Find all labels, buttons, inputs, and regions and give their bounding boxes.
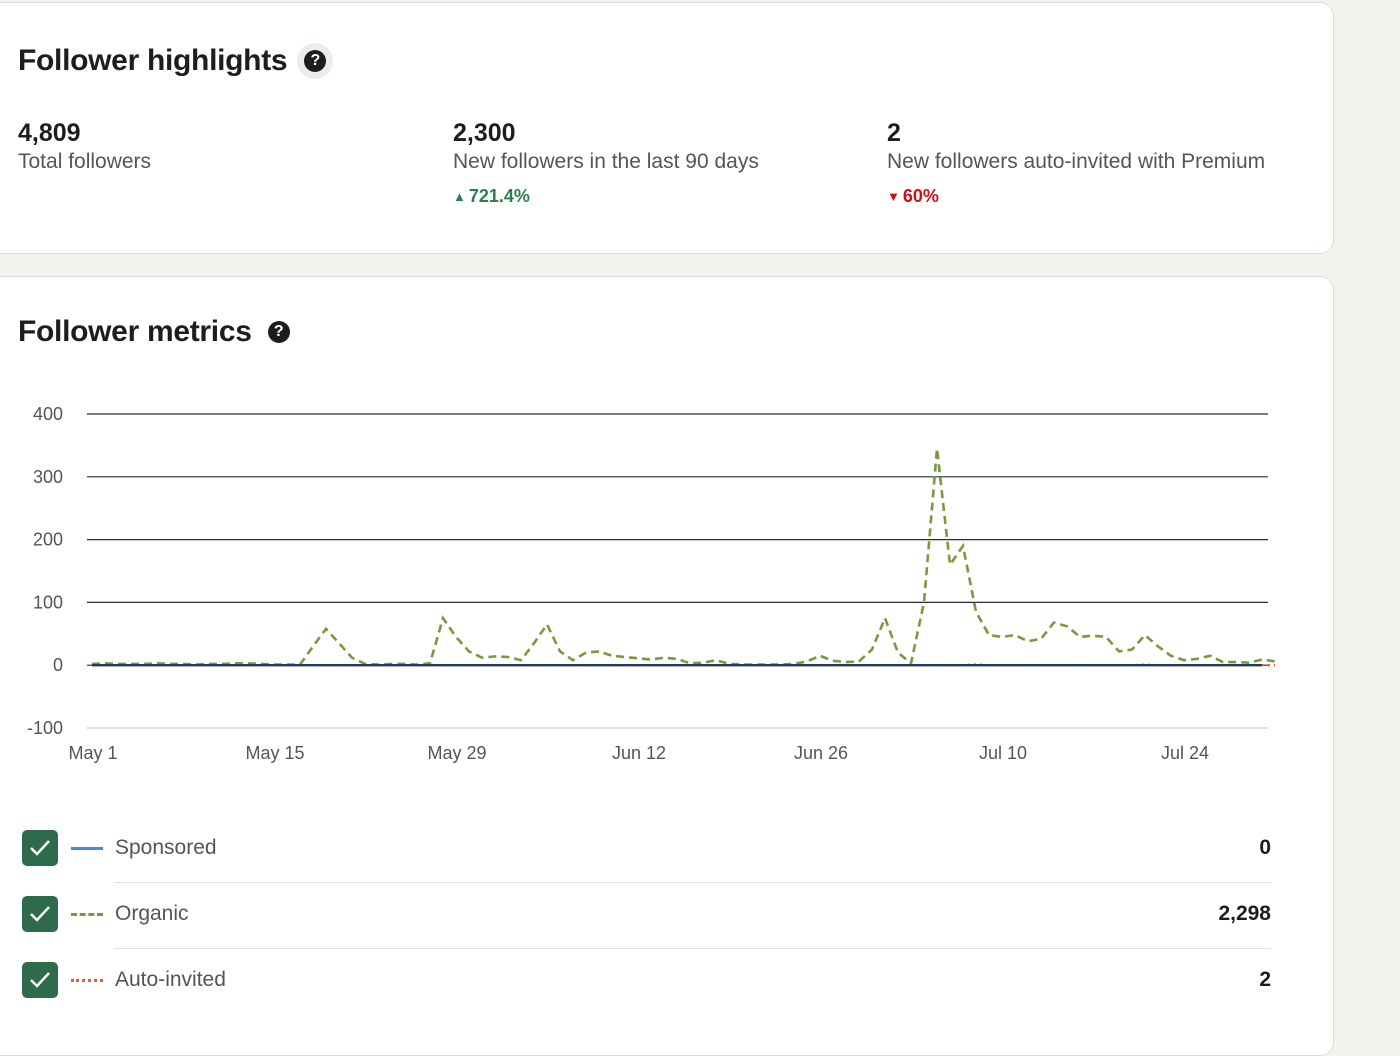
x-tick-label: Jul 10 [979,743,1027,763]
legend-label: Auto-invited [115,968,226,991]
stat-change-value: 60% [902,186,939,206]
x-tick-label: May 29 [427,743,486,763]
x-tick-label: Jun 12 [612,743,666,763]
stat-auto-invited: 2 New followers auto-invited with Premiu… [887,118,1265,207]
question-circle-icon: ? [267,321,290,343]
stat-value: 2,300 [453,119,516,147]
legend-row-sponsored[interactable]: Sponsored 0 [22,816,1271,880]
y-tick-label: 200 [33,530,63,550]
follower-metrics-chart: 400 300 200 100 0 -100 May 1 May 15 May 29 Jun 1… [27,404,1276,763]
legend-value: 0 [1259,836,1271,859]
follower-highlights-heading: Follower highlights ? [18,43,334,79]
checkmark-icon [30,840,50,856]
legend-row-auto-invited[interactable]: Auto-invited 2 [22,948,1271,1012]
stat-value: 4,809 [18,119,81,147]
stat-label: Total followers [18,150,152,173]
stat-change-value: 721.4% [468,186,530,206]
stat-change-up: ▲ 721.4% [453,186,759,207]
legend-value: 2,298 [1218,902,1271,925]
follower-highlights-help-button[interactable]: ? [297,43,334,79]
legend-checkbox-auto-invited[interactable] [22,962,58,998]
y-tick-label: 400 [33,404,63,424]
series-line-organic [91,448,1276,666]
legend-checkbox-organic[interactable] [22,896,58,932]
y-tick-label: 300 [33,467,63,487]
legend-label: Organic [115,902,189,925]
y-tick-label: -100 [27,718,63,738]
legend-label: Sponsored [115,836,217,859]
legend-value: 2 [1259,968,1271,991]
legend-divider [114,948,1271,949]
triangle-down-icon: ▼ [887,189,900,204]
legend-row-organic[interactable]: Organic 2,298 [22,882,1271,946]
stat-new-followers: 2,300 New followers in the last 90 days … [453,118,759,207]
follower-metrics-help-button[interactable]: ? [264,317,294,347]
x-tick-label: May 1 [68,743,117,763]
x-axis-ticks: May 1 May 15 May 29 Jun 12 Jun 26 Jul 10 Jul 2… [68,743,1209,763]
stat-value: 2 [887,119,901,147]
triangle-up-icon: ▲ [453,189,466,204]
question-circle-icon: ? [304,50,327,72]
y-axis-ticks: 400 300 200 100 0 -100 [27,404,63,738]
chart-gridlines [87,413,1268,729]
x-tick-label: Jun 26 [794,743,848,763]
y-tick-label: 100 [33,592,63,612]
follower-highlights-title: Follower highlights [18,44,288,77]
checkmark-icon [30,972,50,988]
dotted-line-swatch-icon [71,978,103,982]
legend-checkbox-sponsored[interactable] [22,830,58,866]
legend-divider [114,882,1271,883]
chart-series [91,448,1276,667]
stat-total-followers: 4,809 Total followers [18,118,151,174]
follower-metrics-title: Follower metrics [18,315,252,348]
stat-label: New followers auto-invited with Premium [887,150,1266,173]
x-tick-label: Jul 24 [1161,743,1209,763]
checkmark-icon [30,906,50,922]
solid-line-swatch-icon [71,846,103,850]
y-tick-label: 0 [53,655,63,675]
x-tick-label: May 15 [245,743,304,763]
stat-label: New followers in the last 90 days [453,150,759,173]
stat-change-down: ▼ 60% [887,186,1265,207]
dashed-line-swatch-icon [71,912,103,916]
follower-metrics-heading: Follower metrics ? [18,315,294,349]
follower-highlights-card: Follower highlights ? 4,809 Total follow… [0,2,1334,254]
